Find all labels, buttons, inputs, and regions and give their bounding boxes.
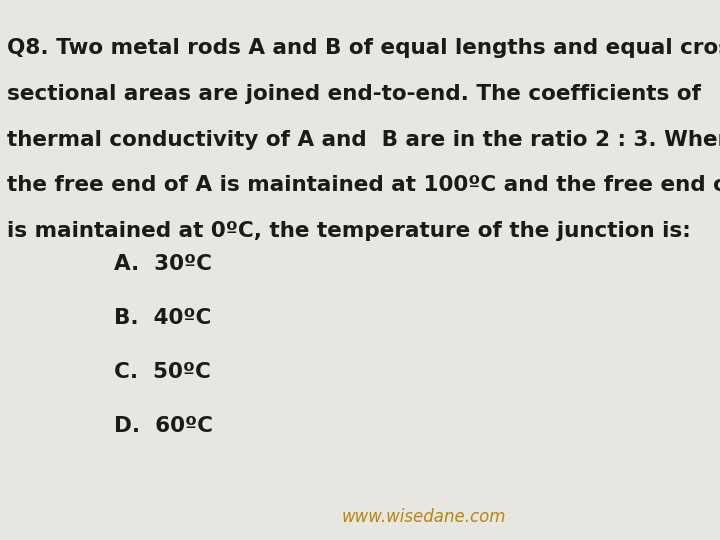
Text: is maintained at 0ºC, the temperature of the junction is:: is maintained at 0ºC, the temperature of… — [6, 221, 690, 241]
Text: D.  60ºC: D. 60ºC — [114, 416, 212, 436]
Text: the free end of A is maintained at 100ºC and the free end of B: the free end of A is maintained at 100ºC… — [6, 176, 720, 195]
Text: www.wisedane.com: www.wisedane.com — [342, 509, 506, 526]
Text: thermal conductivity of A and  B are in the ratio 2 : 3. When: thermal conductivity of A and B are in t… — [6, 130, 720, 150]
Text: A.  30ºC: A. 30ºC — [114, 254, 212, 274]
Text: B.  40ºC: B. 40ºC — [114, 308, 211, 328]
Text: C.  50ºC: C. 50ºC — [114, 362, 210, 382]
Text: sectional areas are joined end-to-end. The coefficients of: sectional areas are joined end-to-end. T… — [6, 84, 701, 104]
Text: Q8. Two metal rods A and B of equal lengths and equal cross: Q8. Two metal rods A and B of equal leng… — [6, 38, 720, 58]
